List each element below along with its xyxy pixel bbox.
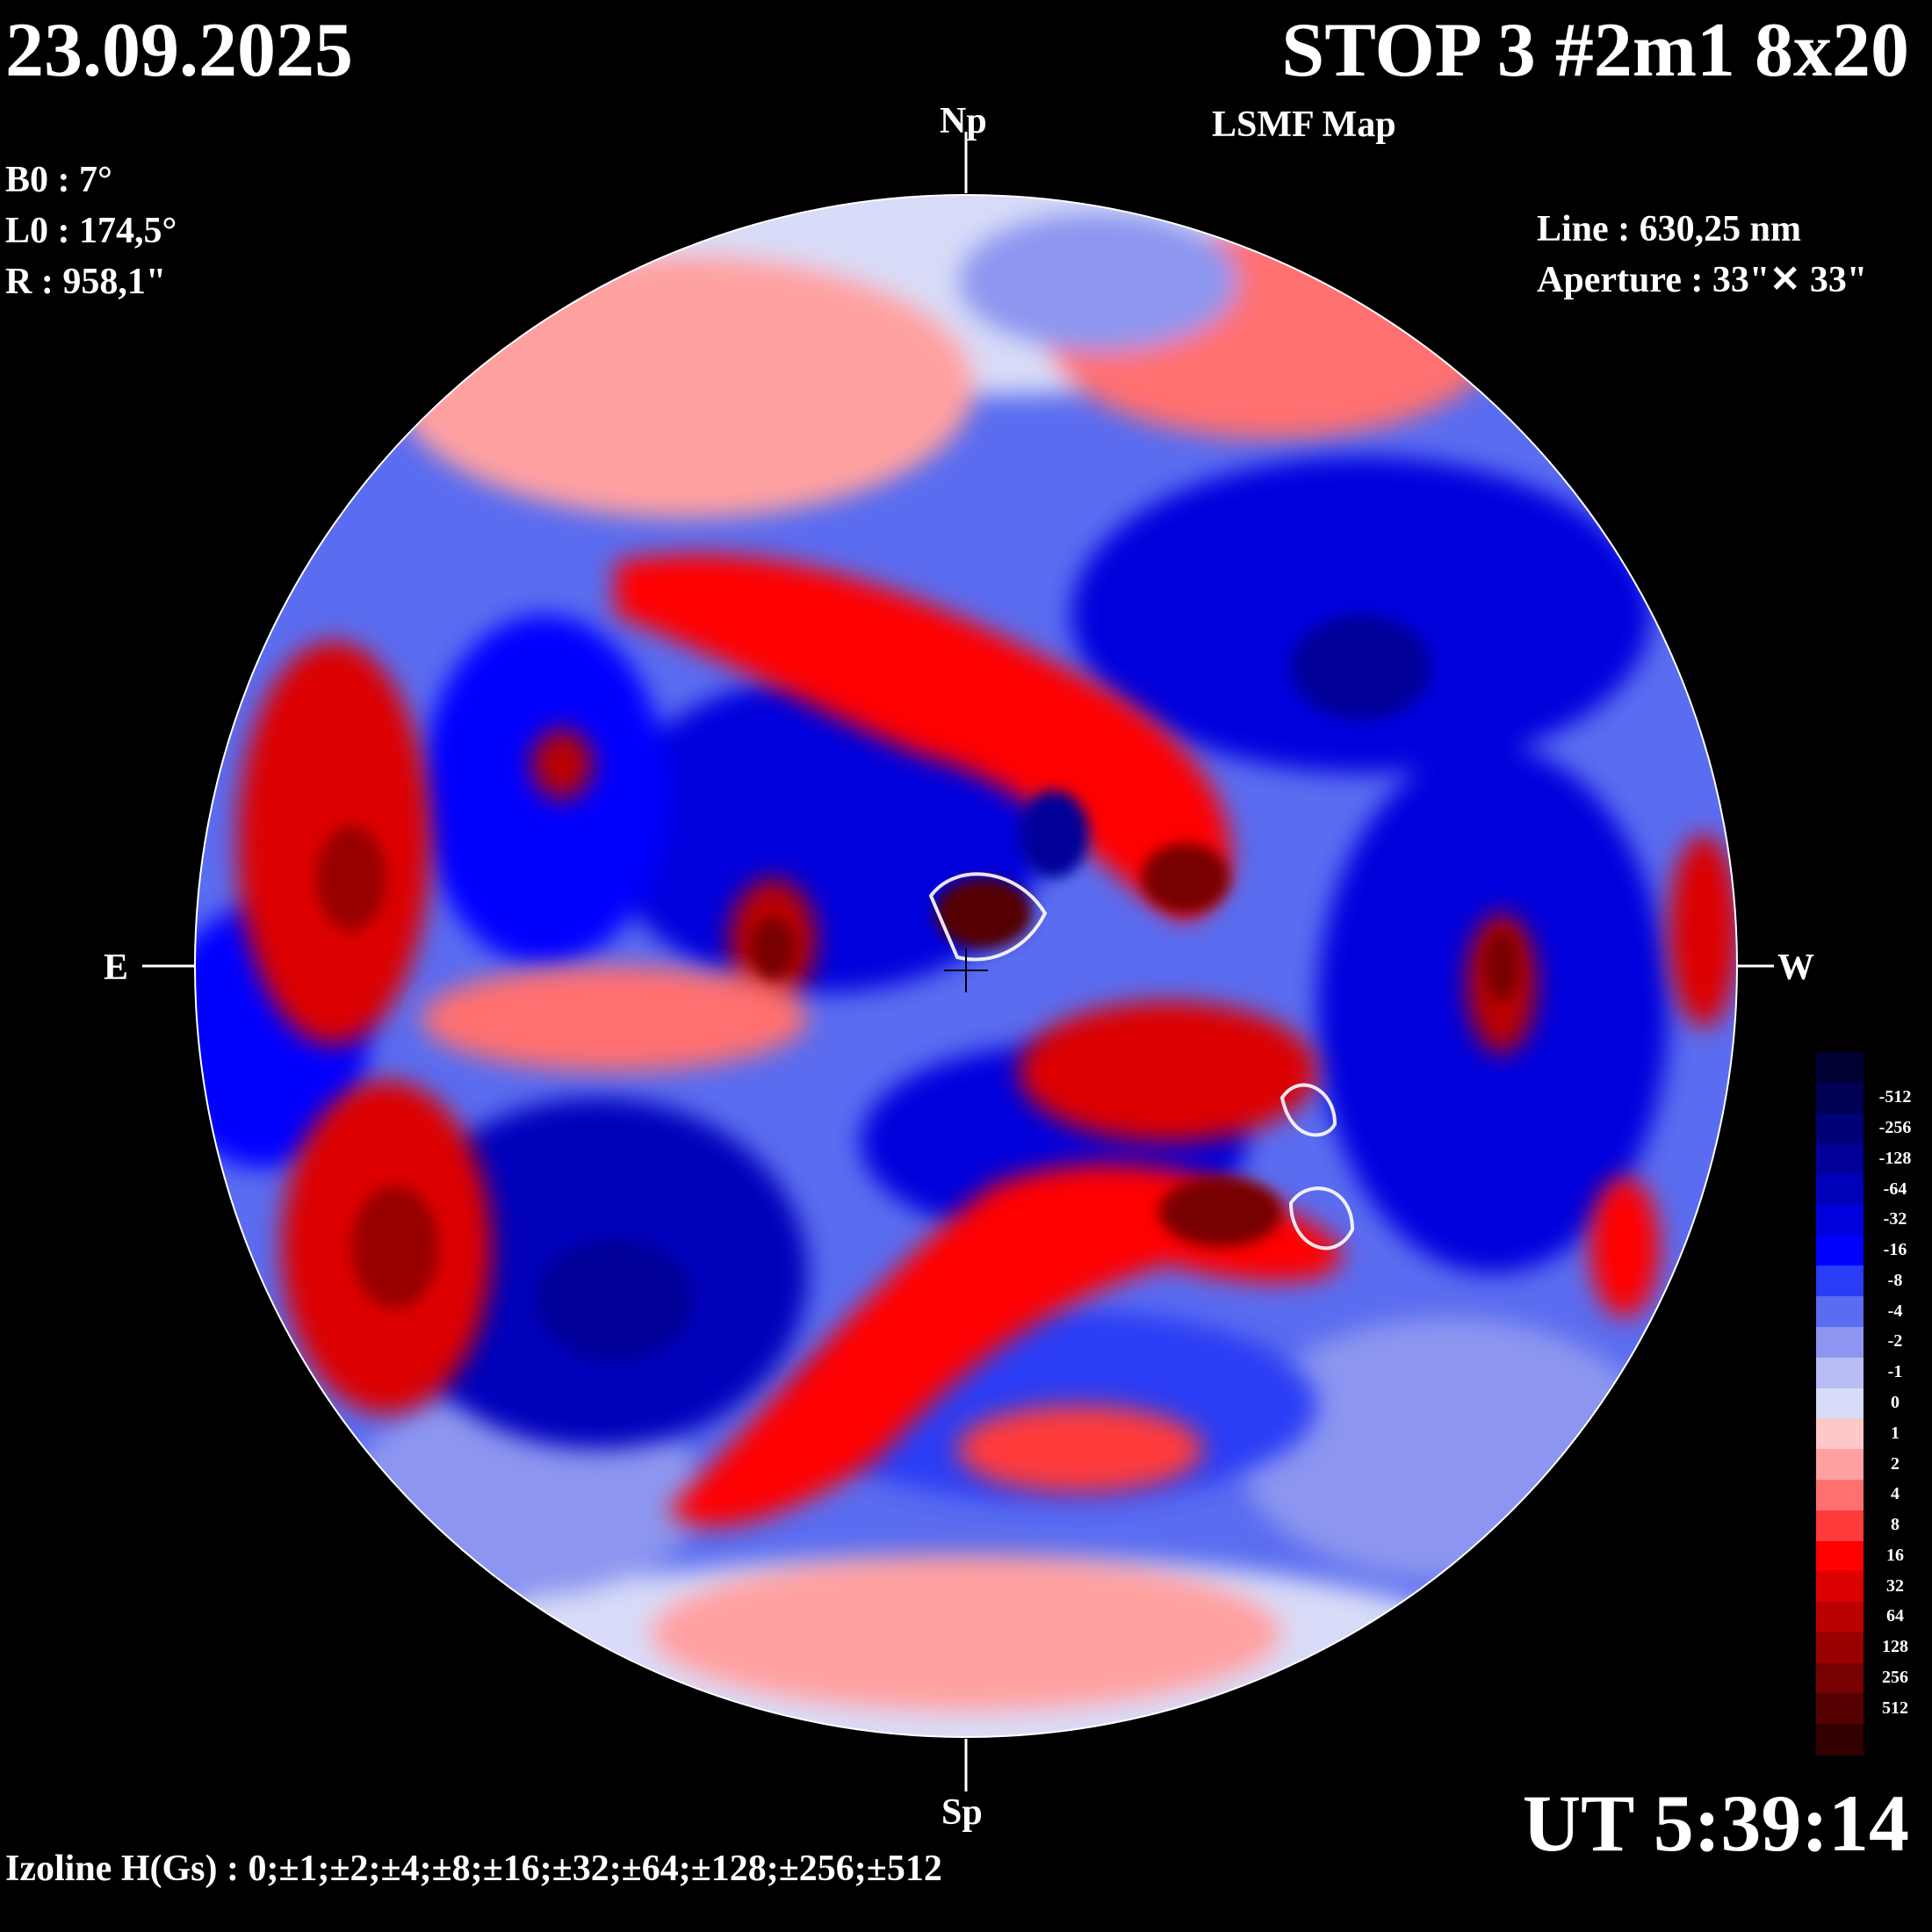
color-legend (1816, 1052, 1864, 1755)
legend-swatch (1816, 1357, 1864, 1389)
legend-label: -8 (1887, 1270, 1903, 1290)
legend-swatch (1816, 1327, 1864, 1359)
legend-label: -4 (1887, 1301, 1903, 1321)
solar-params: B0 : 7° L0 : 174,5° R : 958,1" (5, 155, 177, 307)
legend-label: 0 (1891, 1393, 1900, 1412)
ut-time: UT 5:39:14 (1522, 1778, 1909, 1868)
legend-label: -128 (1878, 1148, 1912, 1168)
legend-label: 128 (1882, 1637, 1908, 1657)
b0-value: B0 : 7° (5, 160, 112, 200)
legend-swatch (1816, 1143, 1864, 1176)
map-title: STOP 3 #2m1 8x20 (1281, 8, 1909, 93)
legend-swatch (1816, 1602, 1864, 1633)
legend-label: -512 (1878, 1087, 1912, 1107)
line-value: Line : 630,25 nm (1537, 209, 1802, 249)
east-label: E (104, 948, 129, 988)
legend-label: -64 (1883, 1179, 1907, 1199)
legend-swatch (1816, 1174, 1864, 1206)
legend-swatch (1816, 1632, 1864, 1664)
legend-swatch (1816, 1693, 1864, 1726)
legend-swatch (1816, 1052, 1864, 1084)
west-label: W (1777, 948, 1814, 988)
observation-date: 23.09.2025 (5, 8, 353, 93)
r-value: R : 958,1" (5, 262, 167, 302)
legend-label: 16 (1886, 1545, 1904, 1565)
legend-swatch (1816, 1113, 1864, 1145)
legend-swatch (1816, 1418, 1864, 1451)
disk-limb (194, 194, 1738, 1738)
l0-value: L0 : 174,5° (5, 211, 177, 251)
legend-swatch (1816, 1571, 1864, 1604)
map-subtitle: LSMF Map (1212, 105, 1396, 145)
legend-label: -32 (1883, 1209, 1907, 1229)
legend-swatch (1816, 1449, 1864, 1481)
legend-swatch (1816, 1510, 1864, 1542)
legend-swatch (1816, 1082, 1864, 1114)
north-pole-label: Np (940, 101, 987, 141)
aperture-value: Aperture : 33"✕ 33" (1537, 260, 1868, 300)
legend-label: -2 (1887, 1331, 1903, 1352)
solar-disk (195, 195, 1737, 1737)
legend-swatch (1816, 1540, 1864, 1573)
legend-label: 256 (1882, 1668, 1908, 1688)
izoline-levels: Izoline H(Gs) : 0;±1;±2;±4;±8;±16;±32;±6… (5, 1849, 942, 1889)
legend-label: 64 (1886, 1606, 1904, 1626)
legend-label: 4 (1891, 1484, 1900, 1504)
legend-swatch (1816, 1265, 1864, 1298)
legend-label: 32 (1886, 1575, 1904, 1596)
legend-swatch (1816, 1479, 1864, 1511)
legend-swatch (1816, 1724, 1864, 1755)
legend-swatch (1816, 1388, 1864, 1420)
legend-label: 8 (1891, 1515, 1900, 1535)
legend-swatch (1816, 1235, 1864, 1267)
line-info: Line : 630,25 nm Aperture : 33"✕ 33" (1537, 204, 1867, 306)
legend-label: -1 (1887, 1362, 1903, 1382)
south-pole-label: Sp (941, 1792, 983, 1833)
legend-swatch (1816, 1296, 1864, 1329)
legend-label: 2 (1891, 1453, 1900, 1474)
legend-label: -256 (1878, 1117, 1912, 1137)
legend-swatch (1816, 1662, 1864, 1695)
legend-swatch (1816, 1204, 1864, 1236)
legend-label: 512 (1882, 1698, 1908, 1718)
legend-label: -16 (1883, 1240, 1907, 1260)
legend-label: 1 (1891, 1423, 1900, 1443)
